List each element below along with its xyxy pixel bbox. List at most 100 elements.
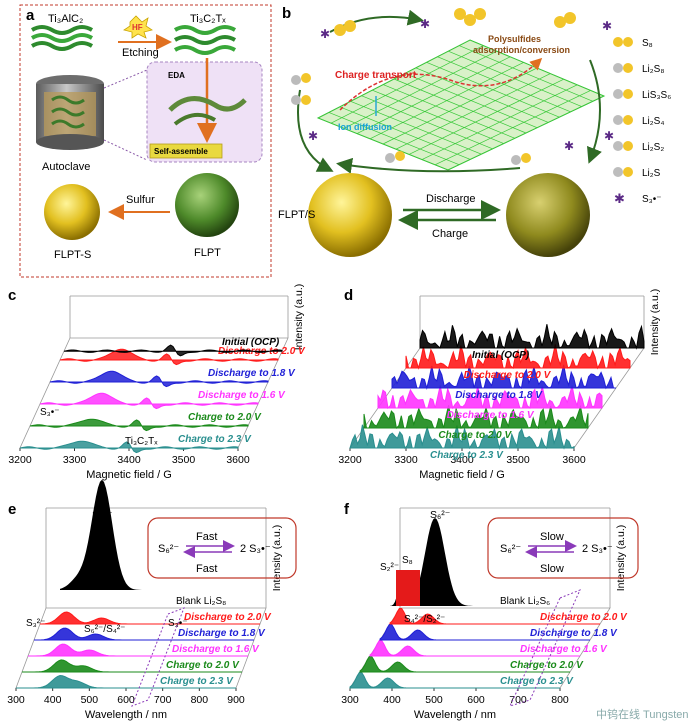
x-tick-label: 900 [227,694,245,706]
hf-label: HF [132,23,143,32]
x-tick-label: 400 [383,694,401,706]
x-tick-label: 3200 [8,454,32,466]
highlight-region [131,607,185,707]
x-tick-label: 3300 [63,454,87,466]
eda-label: EDA [168,71,185,80]
charge-transport-path [339,57,543,111]
polysulfides-label-1: Polysulfides [488,34,541,44]
trace-label: Initial (OCP) [222,337,280,348]
y-axis-title: Intensity (a.u.) [271,525,283,592]
legend-label: S₈ [642,38,653,49]
flpt-label: FLPT [194,247,221,259]
trace-label: Discharge to 1.6 V [447,410,535,421]
mxene-sheets [173,25,237,55]
blank-spectrum [390,518,490,606]
lattice-line [343,50,497,129]
spectrum-trace [391,364,616,390]
svg-text:✱: ✱ [604,129,614,143]
x-tick-label: 600 [117,694,135,706]
box-top-label: Slow [540,531,564,543]
legend-item: Li₂S₄ [613,115,664,127]
discharged-sphere [506,173,590,257]
x-tick-label: 700 [509,694,527,706]
trace-label: Charge to 2.3 V [500,676,574,687]
molecule-icon [613,63,623,73]
trace-label: Discharge to 2.0 V [464,370,552,381]
svg-text:✱: ✱ [308,129,318,143]
flpt-s-sphere [44,184,100,240]
spectrum-trace [349,672,560,689]
molecule-icon [623,63,633,73]
spectrum-trace [39,392,259,410]
s3-radical-label: S₃•⁻ [40,407,60,418]
s4-s2-label: S₄²⁻/S₂²⁻ [404,614,445,625]
svg-text:✱: ✱ [320,27,330,41]
ti3alc2-sheets [30,25,94,51]
spectrum-trace [59,348,279,366]
mxene-label: Ti₃C₂Tₓ [190,13,226,25]
trace-label: Discharge to 1.6 V [172,644,260,655]
watermark: 中钨在线 Tungsten [596,707,689,721]
panel-e-label: e [8,501,16,518]
box-left-label: S₆²⁻ [158,543,179,555]
etching-label: Etching [122,47,159,59]
s2-peak-fill [396,570,420,606]
trace-label: Charge to 2.0 V [166,660,240,671]
self-assemble-tag [149,143,223,159]
spectrum-trace [377,385,603,410]
legend-label: Li₂S₄ [642,116,664,127]
trace-label: Charge to 2.3 V [430,450,504,461]
trace-label: Discharge to 2.0 V [184,612,272,623]
x-tick-label: 600 [467,694,485,706]
mxene-ann-label: Ti₃C₂Tₓ [125,436,158,447]
trace-label: Charge to 2.0 V [438,430,512,441]
x-tick-label: 3400 [450,454,474,466]
x-tick-label: 500 [425,694,443,706]
lattice-line [317,39,471,119]
flpt-s-label: FLPT-S [54,249,91,261]
panel-f: f 300 400 500 600 700 800 Wavelength / nm Inten… [341,501,639,721]
blank-spectrum [60,479,180,590]
spectrum-trace [379,624,590,641]
sulfur-label: Sulfur [126,194,155,206]
x-tick-label: 500 [81,694,99,706]
molecule-icon [613,141,623,151]
lattice-line [421,84,578,160]
x-tick-label: 400 [44,694,62,706]
species-legend: S₈ Li₂S₈ LiS₃S₆ Li₂S₄ Li₂S₂ Li₂S ✱ S₃•⁻ [613,37,671,206]
spectrum-trace [49,370,269,388]
panel-e: e 300 400 500 600 700 800 900 Wavelength / nm In… [7,479,297,721]
x-tick-label: 800 [191,694,209,706]
spectrum-trace [349,424,575,450]
spectrum-trace [34,627,254,641]
molecule-icon [613,115,623,125]
legend-item: Li₂S [613,167,661,179]
trace-label: Initial (OCP) [472,350,530,361]
x-tick-label: 300 [7,694,25,706]
flpt-s-b-label: FLPT/S [278,209,315,221]
x-tick-label: 3300 [394,454,418,466]
x-axis-title: Magnetic field / G [86,469,172,481]
trace-label: Discharge to 1.6 V [520,644,608,655]
lattice-line [382,67,538,145]
spectrum-trace [389,608,600,625]
molecule-icon [623,37,633,47]
panel-c-label: c [8,287,16,304]
spectrum-trace [16,674,236,689]
radical-icon: ✱ [614,191,625,206]
box-bottom-label: Fast [196,563,217,575]
trace-label: Discharge to 2.0 V [540,612,628,623]
blank-label: Blank Li₂S₆ [500,596,550,607]
cycle-arrow-bottom [336,157,521,174]
legend-item: LiS₃S₆ [613,89,671,101]
spectrum-trace [28,643,248,657]
y-axis-title: Intensity (a.u.) [293,284,305,351]
charge-label: Charge [432,228,468,240]
panel-a: a Ti₃AlC₂ HF Etching Ti₃C₂Tₓ EDA Self-as… [19,4,272,278]
svg-text:✱: ✱ [420,17,430,31]
lattice-line [395,73,551,150]
spectrum-trace [22,659,242,673]
y-axis-title: Intensity (a.u.) [615,525,627,592]
trace-label: Charge to 2.0 V [188,412,262,423]
x-tick-label: 3600 [562,454,586,466]
